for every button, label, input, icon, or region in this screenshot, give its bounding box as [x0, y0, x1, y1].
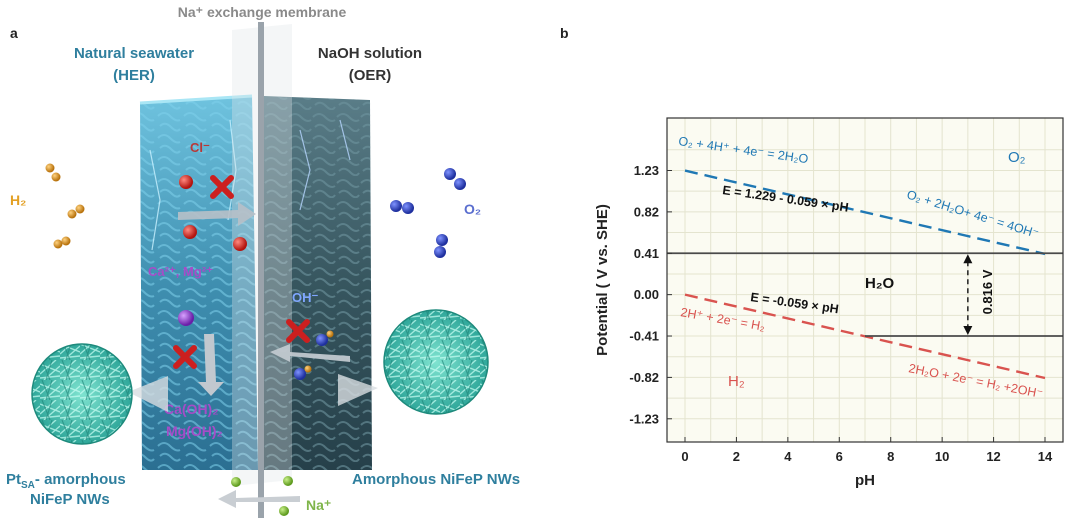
oh-label: OH⁻	[292, 290, 319, 305]
y-tick-label: -0.82	[629, 370, 659, 385]
na-transfer-arrow	[218, 490, 300, 508]
membrane-label: Na⁺ exchange membrane	[178, 4, 347, 20]
right-chamber-subtitle: (OER)	[349, 67, 392, 84]
potential-gap-arrow	[963, 254, 973, 336]
y-tick-label: -0.41	[629, 329, 659, 344]
gap-arrow-head-up	[963, 254, 973, 264]
x-axis-ticks: 0 2 4 6 8 10 12 14	[681, 437, 1053, 464]
right-nanowire-inset	[338, 309, 489, 415]
plot-frame	[666, 117, 1064, 443]
cl-blocked-arrow	[178, 202, 256, 226]
oh-ion-marker	[326, 330, 334, 338]
cl-ion-marker	[183, 225, 197, 239]
panel-a-schematic: a Na⁺ exchange membrane Natural seawater…	[6, 4, 520, 518]
h2-label: H₂	[10, 192, 26, 208]
o2-label: O₂	[464, 201, 481, 217]
right-catalyst-label: Amorphous NiFeP NWs	[352, 471, 520, 488]
o2-region-label: O₂	[1008, 149, 1026, 166]
y-tick-label: 0.41	[634, 246, 659, 261]
panel-a-label: a	[10, 25, 18, 41]
series-line-0	[684, 169, 1046, 256]
o2-molecule-icons	[390, 168, 466, 258]
y-tick-label: 0.00	[634, 287, 659, 302]
left-catalyst-label: PtSA- amorphous	[6, 471, 126, 491]
x-axis-label: pH	[855, 472, 875, 489]
x-tick-label: 4	[784, 449, 792, 464]
precipitate-arrow	[198, 334, 224, 396]
cl-ion-marker	[233, 237, 247, 251]
oh-ion-marker	[304, 365, 312, 373]
ca-mg-label: Ca²⁺, Mg²⁺	[148, 264, 213, 279]
h2o-region-label: H₂O	[865, 275, 894, 292]
blocked-cross-icon	[286, 319, 310, 343]
cl-label: Cl⁻	[190, 140, 210, 155]
caoh2-label: Ca(OH)₂	[164, 401, 218, 417]
gap-arrow-head-down	[963, 326, 973, 336]
x-tick-label: 6	[836, 449, 843, 464]
left-chamber-subtitle: (HER)	[113, 67, 155, 84]
oh-ion-marker	[316, 334, 328, 346]
blocked-cross-icon	[210, 175, 234, 199]
x-tick-label: 14	[1038, 449, 1053, 464]
cl-ion-marker	[179, 175, 193, 189]
panel-b-label: b	[560, 25, 569, 41]
y-axis-label: Potential ( V vs. SHE)	[594, 204, 611, 356]
oh-ion-marker	[294, 368, 306, 380]
na-ion-icons	[231, 476, 293, 516]
ca-mg-ion-marker	[178, 310, 194, 326]
panel-b-pourbaix-chart: b 0 2 4 6 8 10 12 14 1.23 0.82 0.41 0.00 -0.41 -0.82…	[560, 25, 1064, 489]
mgoh2-label: Mg(OH)₂	[166, 423, 223, 439]
left-catalyst-label-line2: NiFeP NWs	[30, 491, 110, 508]
x-tick-label: 12	[986, 449, 1000, 464]
x-tick-label: 10	[935, 449, 949, 464]
y-tick-label: -1.23	[629, 411, 659, 426]
potential-gap-label: 0.816 V	[980, 269, 995, 314]
x-tick-label: 0	[681, 449, 688, 464]
h2-molecule-icons	[45, 163, 85, 249]
y-axis-ticks: 1.23 0.82 0.41 0.00 -0.41 -0.82 -1.23	[629, 163, 672, 426]
y-tick-label: 1.23	[634, 163, 659, 178]
ion-transport-arrows	[178, 202, 350, 508]
oh-transfer-arrow	[270, 344, 350, 362]
y-tick-label: 0.82	[634, 204, 659, 219]
membrane	[232, 22, 292, 518]
h2-region-label: H₂	[728, 373, 745, 390]
right-chamber-title: NaOH solution	[318, 45, 422, 62]
series-layer	[667, 169, 1063, 380]
x-tick-label: 8	[887, 449, 894, 464]
left-nanowire-inset	[31, 343, 168, 445]
na-label: Na⁺	[306, 497, 331, 513]
left-chamber-title: Natural seawater	[74, 45, 194, 62]
blocked-cross-icon	[173, 345, 197, 369]
x-tick-label: 2	[733, 449, 740, 464]
